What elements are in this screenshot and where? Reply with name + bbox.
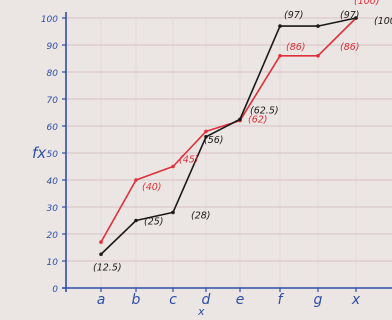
data-label: (25) — [144, 217, 164, 228]
x-tick-label: x — [351, 292, 361, 308]
x-tick-label: b — [132, 292, 141, 308]
series-line-0 — [100, 17, 357, 243]
data-point — [171, 210, 175, 215]
data-point — [316, 54, 320, 58]
data-point — [238, 117, 242, 122]
y-tick-label: 100 — [41, 15, 58, 25]
y-tick-label: 50 — [47, 150, 59, 160]
data-label: (86) — [340, 42, 360, 53]
x-tick-label: g — [314, 292, 323, 308]
y-tick-label: 80 — [47, 69, 59, 79]
data-point — [278, 24, 282, 28]
data-label: (62) — [248, 115, 268, 126]
data-point — [134, 178, 138, 182]
data-label: (12.5) — [93, 262, 122, 273]
data-point — [134, 218, 138, 223]
data-label: (86) — [286, 42, 306, 53]
data-labels: (40) (45) (62) (86) (86) (100) (12.5) (25) (28) (… — [93, 0, 392, 273]
data-point — [278, 54, 282, 58]
y-tick-label: 90 — [47, 42, 59, 52]
grid-lines — [66, 17, 392, 288]
y-tick-label: 60 — [47, 123, 59, 133]
data-point — [354, 16, 358, 20]
data-point — [316, 24, 320, 28]
y-tick-label: 40 — [47, 177, 59, 187]
y-tick-label: 70 — [47, 96, 59, 106]
data-label: (62.5) — [250, 105, 279, 116]
x-tick-label: c — [169, 292, 177, 308]
data-point — [204, 129, 208, 134]
x-tick-label: f — [278, 292, 285, 308]
series-line-1 — [100, 17, 357, 255]
data-label: (97) — [284, 10, 304, 21]
data-label: (28) — [191, 210, 211, 221]
x-axis-label: x — [197, 305, 205, 318]
y-tick-label: 20 — [47, 231, 59, 241]
tick-labels: 0 10 20 30 40 50 60 70 80 90 100 a b c d e f g x — [41, 15, 361, 308]
data-label: (100) — [354, 0, 380, 7]
y-tick-label: 0 — [52, 285, 58, 295]
y-tick-label: 30 — [47, 204, 59, 214]
axes — [62, 12, 392, 292]
data-point — [99, 252, 103, 257]
y-axis-label: fx — [32, 144, 46, 162]
series-lines — [99, 16, 358, 257]
data-point — [204, 135, 208, 139]
x-tick-label: e — [236, 292, 245, 308]
data-label: (56) — [204, 135, 224, 146]
data-label: (100) — [374, 16, 392, 27]
data-label: (97) — [340, 10, 360, 21]
y-tick-label: 10 — [47, 258, 59, 268]
data-label: (40) — [142, 182, 162, 193]
data-point — [99, 240, 103, 244]
data-point — [171, 164, 175, 169]
x-tick-label: d — [202, 292, 211, 308]
x-tick-label: a — [97, 292, 106, 308]
data-label: (45) — [179, 155, 199, 166]
